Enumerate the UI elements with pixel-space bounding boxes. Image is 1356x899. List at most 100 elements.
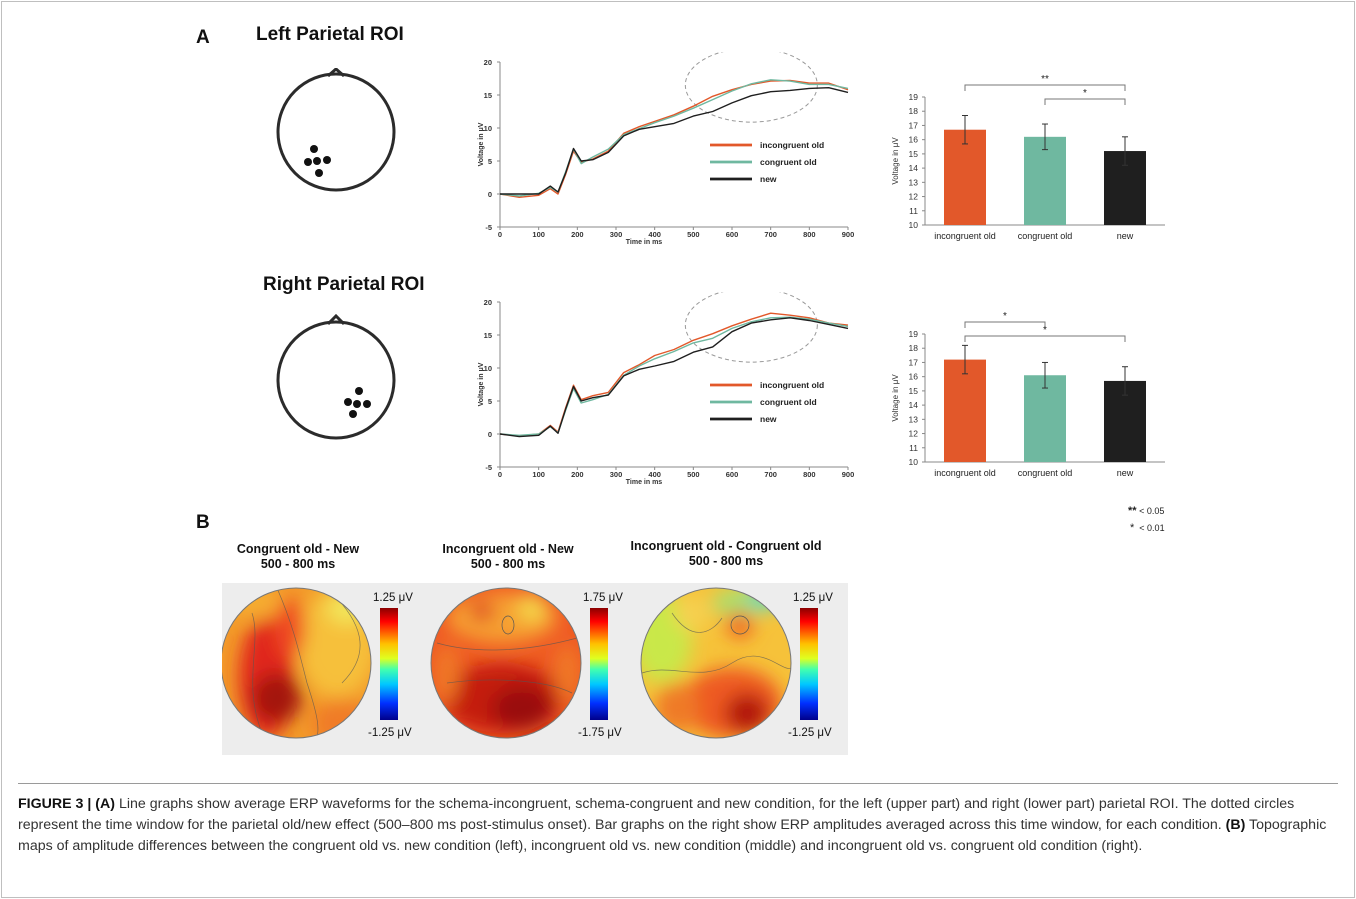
bar-incongruent-old (944, 129, 986, 225)
x-tick-label: 300 (610, 470, 623, 479)
y-axis-label: Voltage in μV (478, 362, 485, 406)
series-line-new (500, 87, 849, 195)
x-axis-label: Time in ms (626, 239, 663, 246)
category-label: incongruent old (934, 468, 996, 478)
significance-bracket (1044, 98, 1126, 105)
x-axis-label: Time in ms (626, 479, 663, 486)
y-tick-label: -5 (485, 463, 492, 472)
x-tick-label: 800 (803, 470, 816, 479)
significance-label: * (1043, 325, 1047, 336)
x-tick-label: 500 (687, 470, 700, 479)
y-tick-label: 19 (909, 329, 919, 339)
y-axis-label: Voltage in μV (478, 122, 485, 166)
left-roi-title: Left Parietal ROI (256, 24, 404, 45)
y-tick-label: 18 (909, 343, 919, 353)
left-amplitude-bar-chart: 10 11 12 13 14 15 16 17 18 19 Voltage in μV incongr… (891, 75, 1165, 241)
caption-b-text: Topographic maps of amplitude difference… (18, 817, 1327, 854)
x-tick-label: 700 (764, 470, 777, 479)
y-tick-label: 15 (909, 386, 919, 396)
y-tick-label: 5 (488, 397, 492, 406)
category-label: new (1117, 468, 1134, 478)
legend-label: congruent old (760, 157, 817, 167)
time-window-ellipse (684, 52, 818, 123)
colorbar-3 (800, 608, 818, 720)
right-amplitude-bar-chart: 10 11 12 13 14 15 16 17 18 19 Voltage in μV incongr… (891, 312, 1165, 478)
y-tick-label: 20 (484, 58, 492, 67)
y-tick-label: 10 (909, 220, 919, 230)
right-head-diagram (276, 313, 396, 440)
y-tick-label: 18 (909, 106, 919, 116)
x-tick-label: 100 (532, 230, 545, 239)
caption-a-marker: (A) (95, 796, 115, 812)
colorbar-2 (590, 608, 608, 720)
category-label: incongruent old (934, 231, 996, 241)
category-label: congruent old (1018, 231, 1073, 241)
topomap-incongruent-vs-new (431, 588, 581, 738)
y-tick-label: 10 (484, 124, 492, 133)
time-window-ellipse (684, 292, 818, 363)
y-tick-label: 20 (484, 298, 492, 307)
y-tick-label: 10 (909, 457, 919, 467)
sig-key-double: ** < 0.05 (1128, 505, 1165, 517)
y-tick-label: 17 (909, 357, 919, 367)
scale-top-1: 1.25 μV (373, 592, 413, 604)
head-outline (276, 320, 396, 440)
legend-label: congruent old (760, 397, 817, 407)
left-electrode-cluster (304, 145, 331, 177)
y-tick-label: 17 (909, 120, 919, 130)
topo-title-2: Incongruent old - New 500 - 800 ms (442, 542, 574, 571)
significance-label: * (1003, 312, 1007, 322)
y-axis-label: Voltage in μV (891, 374, 900, 422)
nose-marker (326, 313, 346, 326)
x-tick-label: 0 (498, 470, 502, 479)
y-tick-label: -5 (485, 223, 492, 232)
legend-label: incongruent old (760, 140, 824, 150)
caption-label: FIGURE 3 | (18, 796, 96, 812)
bar-incongruent-old (944, 359, 986, 462)
y-tick-label: 14 (909, 400, 919, 410)
significance-bracket (964, 84, 1126, 91)
bar-congruent-old (1024, 375, 1066, 462)
y-tick-label: 15 (484, 91, 492, 100)
significance-label: ** (1041, 75, 1049, 85)
scale-bottom-3: -1.25 μV (788, 727, 832, 739)
y-tick-label: 12 (909, 429, 919, 439)
y-tick-label: 0 (488, 430, 492, 439)
left-head-diagram (276, 68, 396, 192)
significance-bracket (964, 335, 1126, 342)
y-tick-label: 13 (909, 177, 919, 187)
x-tick-label: 200 (571, 470, 584, 479)
x-tick-label: 100 (532, 470, 545, 479)
topo-title-1: Congruent old - New 500 - 800 ms (236, 542, 360, 571)
x-tick-label: 400 (648, 230, 661, 239)
x-tick-label: 300 (610, 230, 623, 239)
x-tick-label: 900 (842, 470, 855, 479)
sig-key-single: * < 0.01 (1130, 522, 1165, 534)
x-tick-label: 0 (498, 230, 502, 239)
figure-caption: FIGURE 3 | (A) Line graphs show average … (18, 783, 1338, 857)
right-electrode-cluster (344, 387, 371, 418)
x-tick-label: 400 (648, 470, 661, 479)
y-tick-label: 0 (488, 190, 492, 199)
y-tick-label: 15 (484, 331, 492, 340)
category-label: new (1117, 231, 1134, 241)
scale-bottom-2: -1.75 μV (578, 727, 622, 739)
panel-b-letter: B (196, 512, 210, 533)
series-line-congruent-old (499, 79, 849, 197)
x-tick-label: 500 (687, 230, 700, 239)
x-tick-label: 200 (571, 230, 584, 239)
x-tick-label: 600 (726, 470, 739, 479)
y-axis-label: Voltage in μV (891, 137, 900, 185)
y-tick-label: 16 (909, 372, 919, 382)
bar-congruent-old (1024, 136, 1066, 225)
y-tick-label: 13 (909, 414, 919, 424)
y-tick-label: 11 (909, 443, 918, 453)
panel-a-letter: A (196, 27, 210, 48)
right-roi-title: Right Parietal ROI (263, 274, 425, 295)
head-outline (276, 72, 396, 192)
nose-marker (327, 68, 345, 78)
series-line-new (499, 317, 849, 438)
y-tick-label: 15 (909, 149, 919, 159)
